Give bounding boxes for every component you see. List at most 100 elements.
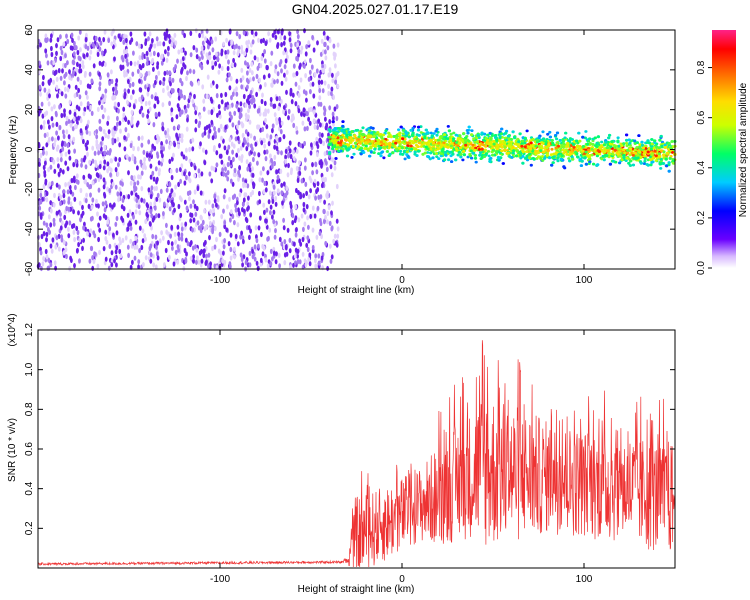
- heatmap-noise-cell: [59, 75, 63, 81]
- heatmap-noise-cell: [185, 126, 189, 132]
- heatmap-noise-cell: [280, 241, 284, 247]
- heatmap-noise-cell: [140, 142, 144, 148]
- heatmap-noise-cell: [152, 50, 156, 57]
- heatmap-signal-cell: [499, 140, 503, 144]
- heatmap-noise-cell: [307, 224, 310, 230]
- heatmap-cells: [36, 28, 677, 272]
- heatmap-signal-cell: [670, 140, 674, 143]
- heatmap-noise-cell: [125, 194, 129, 200]
- heatmap-noise-cell: [234, 233, 238, 239]
- heatmap-noise-cell: [82, 138, 85, 145]
- heatmap-noise-cell: [244, 112, 248, 118]
- heatmap-noise-cell: [54, 265, 57, 271]
- heatmap-noise-cell: [272, 209, 276, 215]
- heatmap-noise-cell: [272, 250, 276, 256]
- heatmap-noise-cell: [60, 91, 64, 97]
- heatmap-noise-cell: [233, 62, 237, 68]
- heatmap-noise-cell: [72, 209, 75, 215]
- heatmap-noise-cell: [306, 125, 309, 131]
- heatmap-noise-cell: [316, 205, 320, 211]
- heatmap-noise-cell: [93, 233, 97, 239]
- heatmap-noise-cell: [224, 102, 228, 108]
- heatmap-noise-cell: [313, 140, 317, 147]
- heatmap-noise-cell: [116, 115, 119, 122]
- heatmap-signal-cell: [508, 155, 512, 158]
- heatmap-noise-cell: [165, 202, 169, 209]
- heatmap-noise-cell: [330, 210, 333, 216]
- heatmap-noise-cell: [158, 80, 162, 86]
- heatmap-noise-cell: [154, 264, 158, 270]
- heatmap-noise-cell: [155, 196, 159, 202]
- heatmap-noise-cell: [142, 262, 145, 268]
- heatmap-noise-cell: [121, 237, 125, 243]
- heatmap-noise-cell: [98, 36, 101, 42]
- heatmap-noise-cell: [88, 55, 92, 61]
- heatmap-signal-cell: [423, 151, 427, 155]
- heatmap-noise-cell: [47, 214, 51, 220]
- heatmap-noise-cell: [180, 226, 184, 232]
- heatmap-noise-cell: [217, 248, 221, 254]
- heatmap-noise-cell: [185, 175, 188, 181]
- heatmap-noise-cell: [302, 226, 305, 232]
- heatmap-noise-cell: [135, 197, 139, 203]
- heatmap-noise-cell: [65, 220, 69, 226]
- heatmap-noise-cell: [170, 174, 174, 181]
- heatmap-noise-cell: [232, 50, 236, 56]
- heatmap-noise-cell: [336, 42, 340, 48]
- heatmap-noise-cell: [53, 70, 57, 76]
- heatmap-noise-cell: [149, 252, 153, 258]
- heatmap-noise-cell: [113, 56, 116, 62]
- heatmap-noise-cell: [69, 255, 72, 261]
- heatmap-noise-cell: [116, 191, 120, 197]
- heatmap-noise-cell: [95, 198, 98, 204]
- heatmap-noise-cell: [273, 29, 277, 35]
- heatmap-noise-cell: [67, 233, 71, 239]
- heatmap-noise-cell: [193, 203, 197, 209]
- heatmap-noise-cell: [268, 227, 272, 233]
- heatmap-noise-cell: [162, 87, 165, 94]
- heatmap-noise-cell: [121, 217, 125, 223]
- figure-title: GN04.2025.027.01.17.E19: [292, 1, 459, 17]
- heatmap-noise-cell: [87, 203, 91, 209]
- heatmap-noise-cell: [84, 142, 88, 148]
- heatmap-noise-cell: [76, 179, 80, 185]
- heatmap-noise-cell: [45, 110, 49, 116]
- heatmap-noise-cell: [283, 72, 286, 78]
- heatmap-noise-cell: [315, 188, 318, 194]
- heatmap-noise-cell: [298, 166, 301, 172]
- heatmap-noise-cell: [250, 29, 254, 35]
- heatmap-noise-cell: [221, 167, 225, 173]
- heatmap-noise-cell: [180, 133, 184, 139]
- heatmap-noise-cell: [305, 44, 308, 50]
- heatmap-noise-cell: [229, 246, 233, 253]
- heatmap-noise-cell: [138, 78, 141, 84]
- heatmap-noise-cell: [98, 60, 102, 66]
- heatmap-noise-cell: [135, 41, 139, 47]
- heatmap-noise-cell: [125, 37, 128, 44]
- heatmap-noise-cell: [155, 213, 158, 219]
- heatmap-noise-cell: [242, 30, 246, 36]
- heatmap-noise-cell: [97, 236, 100, 243]
- heatmap-noise-cell: [113, 138, 117, 144]
- heatmap-noise-cell: [141, 62, 145, 69]
- heatmap-noise-cell: [236, 241, 240, 247]
- heatmap-noise-cell: [318, 160, 322, 166]
- heatmap-noise-cell: [292, 122, 296, 128]
- heatmap-noise-cell: [188, 171, 191, 177]
- heatmap-noise-cell: [160, 145, 163, 151]
- heatmap-noise-cell: [162, 211, 165, 217]
- heatmap-noise-cell: [259, 63, 263, 69]
- heatmap-noise-cell: [273, 112, 277, 118]
- heatmap-noise-cell: [95, 129, 99, 135]
- heatmap-noise-cell: [66, 142, 70, 148]
- heatmap-noise-cell: [42, 256, 45, 262]
- heatmap-noise-cell: [203, 248, 206, 254]
- heatmap-noise-cell: [86, 45, 90, 51]
- heatmap-noise-cell: [112, 86, 115, 92]
- heatmap-noise-cell: [201, 219, 205, 225]
- heatmap-noise-cell: [304, 73, 307, 79]
- heatmap-noise-cell: [50, 116, 54, 122]
- heatmap-noise-cell: [131, 71, 135, 77]
- heatmap-noise-cell: [175, 114, 179, 120]
- heatmap-noise-cell: [262, 111, 266, 117]
